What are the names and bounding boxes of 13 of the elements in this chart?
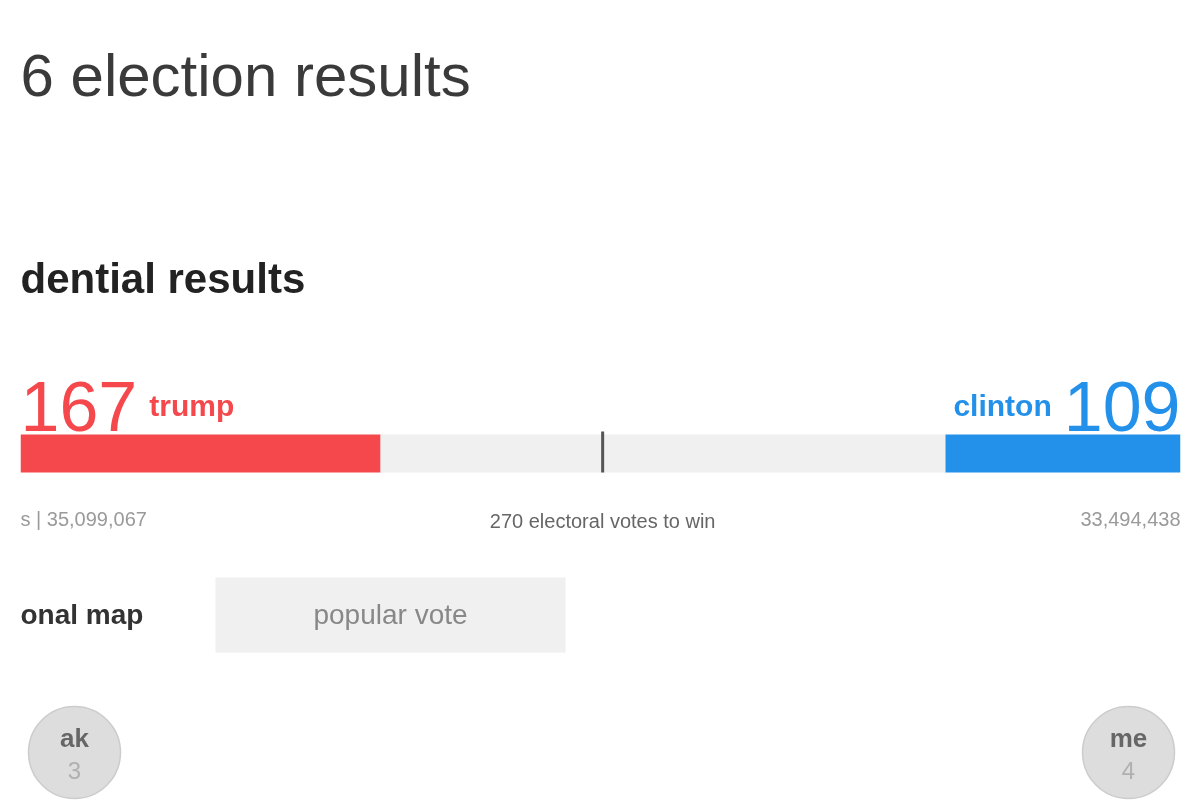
ref-line-label: 270 electoral votes to win xyxy=(489,509,716,532)
text: onal map xyxy=(20,599,144,630)
series-label: clinton xyxy=(953,388,1052,422)
text: popular vote xyxy=(313,599,468,630)
data-label: 109 xyxy=(1063,367,1181,446)
text: 33,494,438 xyxy=(1080,507,1181,530)
chart-title: 6 election results xyxy=(20,42,471,109)
text: s | 35,099,067 xyxy=(20,507,147,530)
chart-subtitle: dential results xyxy=(20,255,306,302)
data-label: 167 xyxy=(20,367,138,446)
text: ak xyxy=(60,722,90,753)
series-label: trump xyxy=(149,388,235,422)
text: me xyxy=(1109,722,1148,753)
